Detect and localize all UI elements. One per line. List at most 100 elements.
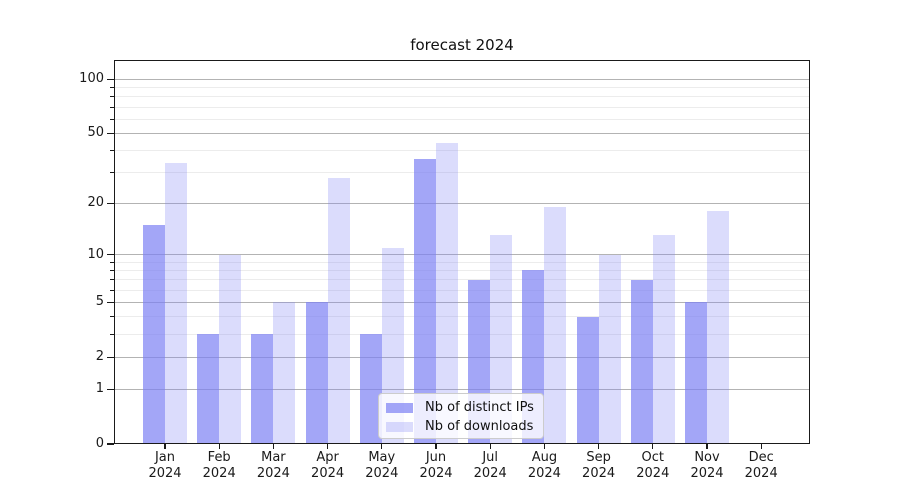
- y-tick-major: [107, 356, 114, 358]
- y-gridline-minor: [114, 106, 810, 108]
- legend-swatch-distinct-ips: [386, 402, 413, 413]
- y-gridline-minor: [114, 316, 810, 318]
- x-label-year: 2024: [527, 466, 561, 481]
- y-gridline-minor: [114, 269, 810, 271]
- y-tick-label: 100: [79, 71, 104, 87]
- x-label-month: Dec: [748, 450, 774, 465]
- bar-distinct-ips-jun: [414, 158, 436, 444]
- bar-downloads-jan: [165, 163, 187, 444]
- x-tick: [489, 444, 491, 449]
- x-tick-label: Feb 2024: [184, 450, 254, 482]
- y-gridline-minor: [114, 118, 810, 120]
- x-label-month: Jun: [425, 450, 447, 465]
- x-tick-label: Nov 2024: [672, 450, 742, 482]
- x-tick: [381, 444, 383, 449]
- y-tick-label: 50: [87, 125, 104, 141]
- y-tick-label: 2: [95, 349, 104, 365]
- x-label-year: 2024: [256, 466, 290, 481]
- y-tick-major: [107, 301, 114, 303]
- x-label-year: 2024: [311, 466, 345, 481]
- chart-title: forecast 2024: [410, 36, 514, 54]
- x-tick-label: Aug 2024: [509, 450, 579, 482]
- y-gridline-minor: [114, 333, 810, 335]
- x-label-month: May: [368, 450, 396, 465]
- x-tick-label: Dec 2024: [726, 450, 796, 482]
- x-label-year: 2024: [148, 466, 182, 481]
- x-label-year: 2024: [690, 466, 724, 481]
- x-tick: [218, 444, 220, 449]
- y-gridline-minor: [114, 261, 810, 263]
- y-tick-minor: [110, 150, 114, 152]
- x-tick: [435, 444, 437, 449]
- y-gridline-major: [114, 132, 810, 134]
- x-tick-label: Oct 2024: [618, 450, 688, 482]
- y-tick-label: 20: [87, 195, 104, 211]
- x-tick: [543, 444, 545, 449]
- y-tick-major: [107, 132, 114, 134]
- x-tick: [164, 444, 166, 449]
- bar-downloads-sep: [598, 254, 621, 444]
- x-label-month: Sep: [586, 450, 611, 465]
- bar-downloads-mar: [273, 302, 296, 444]
- bar-distinct-ips-sep: [576, 316, 599, 444]
- bar-downloads-aug: [544, 207, 567, 444]
- x-label-year: 2024: [419, 466, 453, 481]
- x-label-month: Aug: [531, 450, 558, 465]
- x-tick: [327, 444, 329, 449]
- x-tick: [652, 444, 654, 449]
- plot-frame: [114, 60, 810, 444]
- x-label-year: 2024: [202, 466, 236, 481]
- y-tick-minor: [110, 87, 114, 89]
- x-tick: [760, 444, 762, 449]
- legend-swatch-downloads: [386, 421, 413, 432]
- bar-distinct-ips-jan: [143, 224, 165, 444]
- x-tick-label: Jun 2024: [401, 450, 471, 482]
- y-tick-minor: [110, 333, 114, 335]
- legend-item-downloads: Nb of downloads: [386, 417, 543, 436]
- x-tick-label: May 2024: [347, 450, 417, 482]
- bar-distinct-ips-nov: [685, 302, 707, 444]
- y-gridline-major: [114, 78, 810, 80]
- x-label-month: Jan: [154, 450, 176, 465]
- y-gridline-minor: [114, 150, 810, 152]
- y-tick-label: 0: [95, 436, 104, 451]
- bar-distinct-ips-oct: [630, 279, 653, 444]
- y-gridline-major: [114, 388, 810, 390]
- y-tick-major: [107, 388, 114, 390]
- x-tick-label: Mar 2024: [238, 450, 308, 482]
- x-label-month: Mar: [261, 450, 286, 465]
- x-tick-label: Apr 2024: [293, 450, 363, 482]
- bar-distinct-ips-apr: [305, 302, 328, 444]
- bar-downloads-feb: [219, 254, 242, 444]
- y-gridline-major: [114, 301, 810, 303]
- y-tick-minor: [110, 269, 114, 271]
- bar-distinct-ips-may: [359, 334, 382, 444]
- x-tick-label: Jul 2024: [455, 450, 525, 482]
- y-gridline-minor: [114, 289, 810, 291]
- x-label-month: Feb: [207, 450, 231, 465]
- y-gridline-major: [114, 254, 810, 256]
- x-tick: [706, 444, 708, 449]
- x-tick-label: Sep 2024: [564, 450, 634, 482]
- x-tick-label: Jan 2024: [130, 450, 200, 482]
- legend-label-downloads: Nb of downloads: [425, 419, 534, 434]
- y-tick-minor: [110, 316, 114, 318]
- y-tick-minor: [110, 289, 114, 291]
- x-tick: [272, 444, 274, 449]
- bar-downloads-nov: [707, 211, 729, 444]
- y-tick-label: 10: [87, 246, 104, 262]
- y-tick-minor: [110, 279, 114, 281]
- y-tick-label: 1: [95, 381, 104, 397]
- y-gridline-minor: [114, 87, 810, 89]
- y-tick-label: 5: [95, 294, 104, 310]
- bar-downloads-oct: [652, 235, 675, 444]
- x-label-month: Oct: [641, 450, 665, 465]
- y-tick-major: [107, 443, 114, 445]
- y-tick-major: [107, 202, 114, 205]
- y-tick-minor: [110, 118, 114, 120]
- x-label-year: 2024: [744, 466, 778, 481]
- legend-label-distinct-ips: Nb of distinct IPs: [425, 400, 534, 415]
- y-gridline-minor: [114, 279, 810, 281]
